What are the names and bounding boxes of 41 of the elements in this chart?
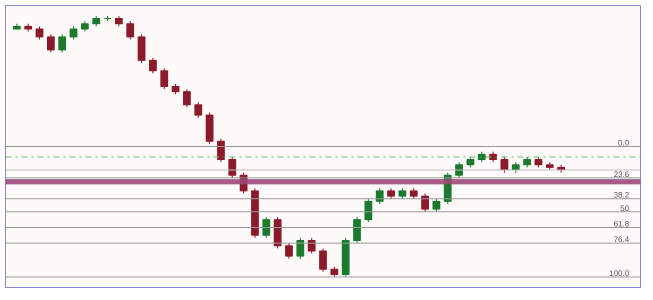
text: 76.4 (614, 235, 630, 244)
text: 0.0 (618, 138, 630, 148)
candlestick (387, 188, 395, 200)
candlestick (172, 83, 180, 95)
candlestick (296, 237, 304, 260)
candlestick (183, 88, 191, 108)
candlestick (330, 266, 338, 278)
candlestick (80, 20, 89, 32)
candlestick (36, 26, 44, 40)
text: 23.6 (614, 170, 630, 179)
text: 100.0 (609, 269, 630, 278)
candlestick (500, 156, 508, 174)
candlestick (149, 57, 157, 74)
candlestick (421, 193, 429, 212)
candlestick (70, 26, 78, 40)
text: 38.2 (614, 190, 630, 200)
candlestick (194, 102, 202, 118)
candlestick (217, 138, 225, 163)
candlestick (126, 20, 134, 40)
candlestick (410, 188, 418, 200)
candlestick (46, 34, 55, 53)
candlestick (466, 156, 474, 168)
candlestick (160, 68, 168, 90)
candlestick (364, 198, 372, 223)
candlestick (534, 156, 542, 168)
candlestick (398, 188, 406, 200)
candlestick (353, 216, 361, 244)
candlestick (523, 156, 532, 168)
candlestick (58, 34, 66, 53)
candlestick (138, 34, 146, 64)
candlestick (262, 216, 270, 238)
candlestick (92, 15, 100, 27)
text: 61.8 (614, 219, 630, 228)
candlestick (432, 198, 440, 212)
text: 50 (620, 204, 630, 213)
candlestick (228, 156, 236, 178)
candlestick (114, 15, 123, 27)
candlestick (285, 242, 293, 260)
candlestick (319, 248, 327, 272)
candlestick (489, 151, 497, 163)
candlestick (478, 151, 486, 163)
